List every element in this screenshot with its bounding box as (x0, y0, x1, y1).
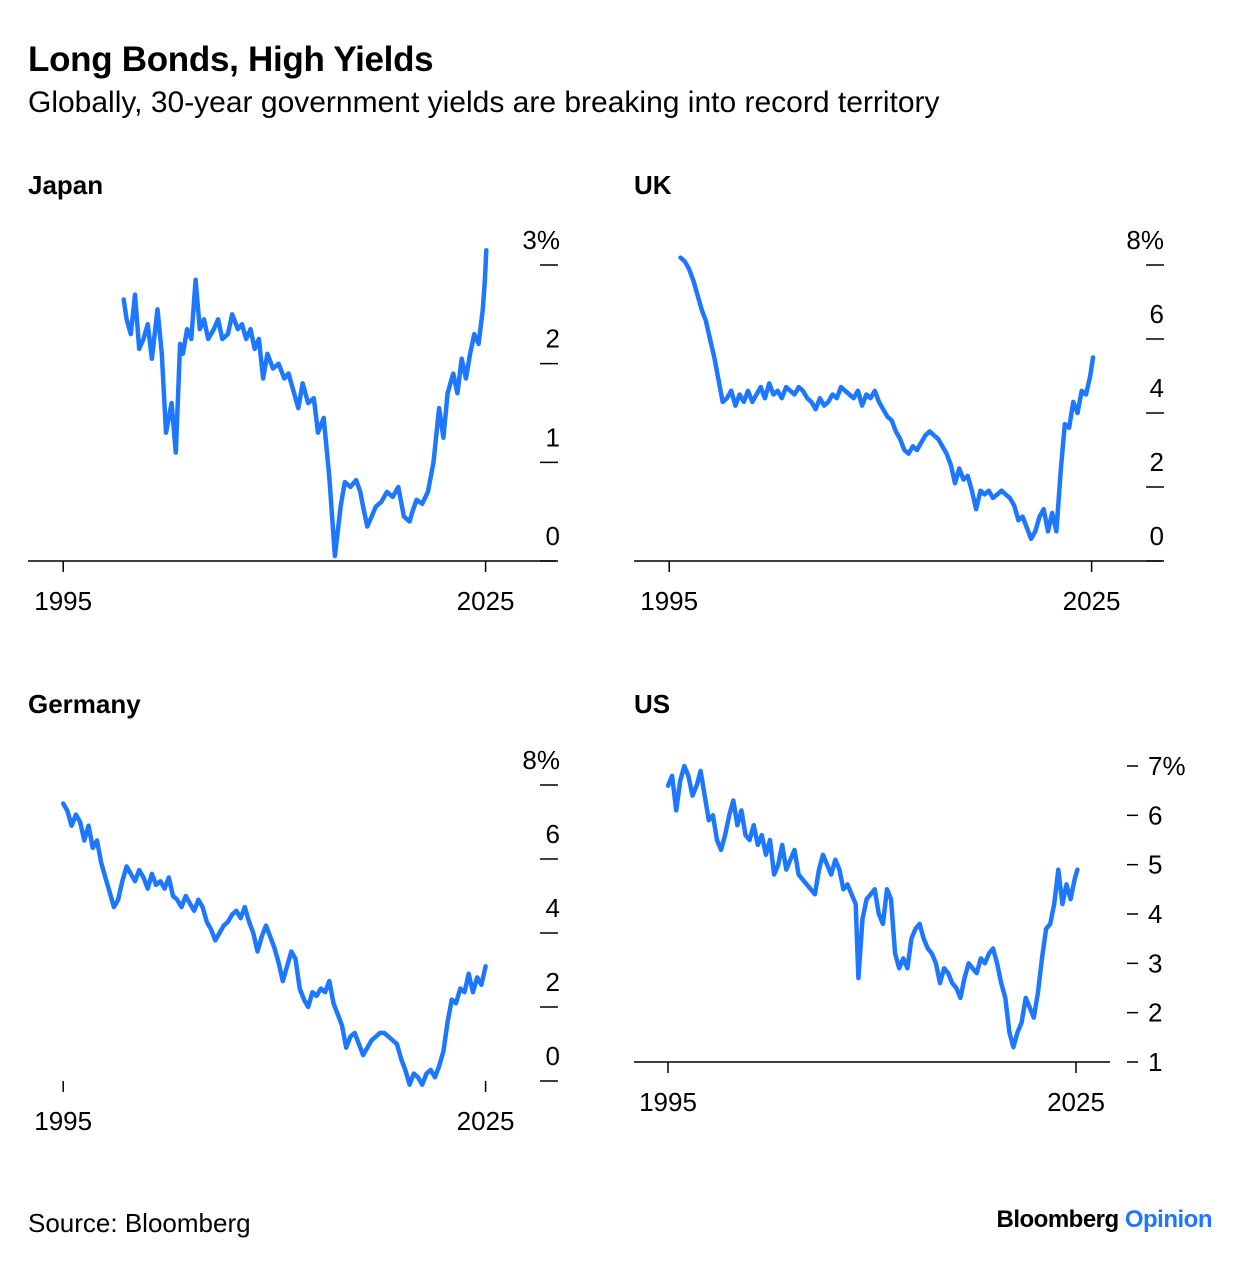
us-y-tick-label-3: 4 (1148, 899, 1162, 929)
us-series-line (665, 763, 1080, 1050)
germany-series-line (60, 801, 488, 1087)
germany-x-tick-label-1995: 1995 (34, 1106, 92, 1136)
panel-title-us: US (634, 689, 671, 719)
uk-y-tick-label-0: 0 (1150, 521, 1164, 551)
brand-name: Bloomberg (996, 1206, 1120, 1233)
japan-y-tick-label-1: 1 (546, 422, 560, 452)
panel-title-germany: Germany (28, 689, 141, 719)
us-y-tick-label-2: 3 (1148, 948, 1162, 978)
japan-series-line (121, 247, 489, 559)
us-y-tick-label-6: 7% (1148, 751, 1186, 781)
uk-x-tick-label-1995: 1995 (640, 586, 698, 616)
us-y-tick-label-5: 6 (1148, 800, 1162, 830)
us-x-tick-label-1995: 1995 (639, 1087, 697, 1117)
us-x-tick-label-2025: 2025 (1047, 1087, 1105, 1117)
uk-y-tick-label-1: 2 (1150, 447, 1164, 477)
germany-y-tick-label-1: 2 (546, 967, 560, 997)
us-y-tick-label-4: 5 (1148, 850, 1162, 880)
japan-y-tick-label-2: 2 (546, 324, 560, 354)
japan-x-tick-label-2025: 2025 (457, 586, 515, 616)
uk-y-tick-label-4: 8% (1126, 225, 1164, 255)
source-note: Source: Bloomberg (28, 1208, 251, 1238)
uk-series-line (678, 255, 1096, 542)
germany-y-tick-label-3: 6 (546, 819, 560, 849)
chart-title: Long Bonds, High Yields (28, 40, 434, 79)
germany-y-tick-label-2: 4 (546, 893, 560, 923)
japan-y-tick-label-3: 3% (522, 225, 560, 255)
germany-y-tick-label-0: 0 (546, 1041, 560, 1071)
panel-title-japan: Japan (28, 170, 104, 200)
uk-y-tick-label-2: 4 (1150, 373, 1164, 403)
japan-y-tick-label-0: 0 (546, 521, 560, 551)
germany-x-tick-label-2025: 2025 (457, 1106, 515, 1136)
uk-y-tick-label-3: 6 (1150, 299, 1164, 329)
us-y-tick-label-0: 1 (1148, 1047, 1162, 1077)
uk-x-tick-label-2025: 2025 (1063, 586, 1121, 616)
brand-logo: Bloomberg Opinion (997, 1206, 1213, 1234)
japan-x-tick-label-1995: 1995 (34, 586, 92, 616)
brand-suffix: Opinion (1124, 1206, 1213, 1233)
us-y-tick-label-1: 2 (1148, 998, 1162, 1028)
panel-title-uk: UK (634, 170, 672, 200)
germany-y-tick-label-4: 8% (522, 745, 560, 775)
chart-subtitle: Globally, 30-year government yields are … (28, 86, 940, 119)
